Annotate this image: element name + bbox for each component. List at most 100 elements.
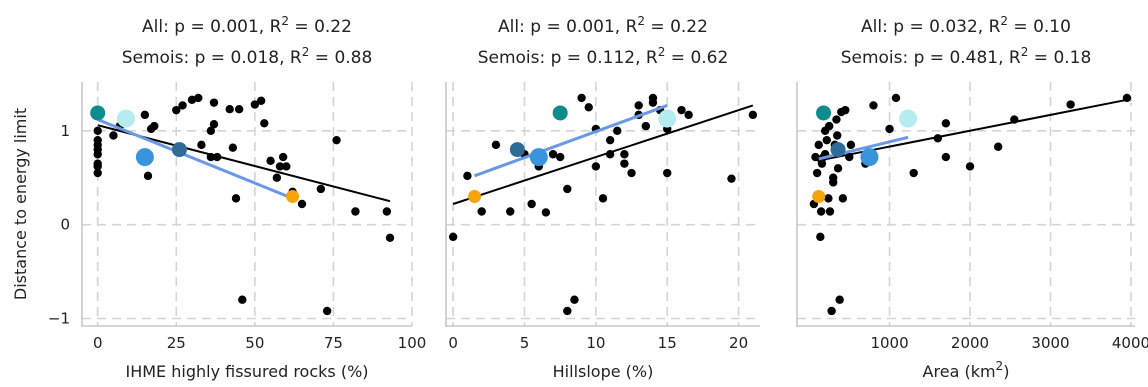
semois-point-0: [816, 105, 832, 121]
all-point-31: [891, 93, 901, 103]
all-point-19: [832, 115, 841, 124]
all-point-3: [491, 140, 501, 150]
all-point-22: [835, 295, 844, 304]
panel-fissured-rocks: 0 25 50 75 100 −1 0 1 All: p = 0.001, R2 = 0.22 S…: [48, 14, 426, 381]
all-point-2: [477, 207, 486, 216]
x-tick-label-3: 4000: [1112, 334, 1148, 352]
all-point-28: [238, 295, 247, 304]
all-point-6: [93, 135, 102, 145]
all-point-14: [172, 105, 181, 115]
all-point-4: [816, 232, 825, 242]
y-axis-label: Distance to energy limit: [11, 108, 30, 300]
all-point-6: [527, 199, 536, 209]
all-point-25: [841, 105, 850, 115]
all-point-27: [641, 121, 651, 131]
all-point-30: [885, 124, 894, 134]
all-point-21: [833, 164, 843, 173]
all-point-18: [598, 194, 608, 203]
x-tick-label-2: 50: [245, 334, 264, 352]
all-point-26: [634, 101, 643, 110]
all-point-36: [965, 162, 975, 171]
all-point-19: [605, 150, 615, 159]
all-point-29: [869, 101, 878, 110]
x-tick-label-2: 3000: [1031, 334, 1069, 352]
semois-point-2: [860, 148, 879, 167]
semois-point-1: [658, 109, 677, 128]
all-point-26: [845, 152, 854, 162]
semois-point-0: [552, 105, 568, 121]
x-axis-label: IHME highly fissured rocks (%): [125, 362, 368, 381]
all-point-31: [260, 119, 269, 128]
all-point-35: [727, 174, 736, 183]
y-tick-label-1: 0: [60, 216, 70, 234]
x-tick-label-4: 100: [398, 334, 427, 352]
all-point-32: [266, 156, 275, 166]
y-axis-label-group: Distance to energy limit: [11, 108, 30, 300]
x-tick-label-0: 0: [448, 334, 458, 352]
all-point-32: [663, 168, 672, 178]
panel-hillslope: 0 5 10 15 20 All: p = 0.001, R2 = 0.22 Semois:…: [445, 14, 760, 381]
semois-point-3: [509, 142, 525, 158]
all-point-20: [605, 135, 615, 145]
all-point-38: [1010, 115, 1019, 124]
all-point-2: [812, 168, 822, 178]
all-point-8: [109, 131, 118, 140]
x-tick-label-1: 2000: [951, 334, 989, 352]
all-point-40: [1122, 93, 1132, 103]
all-point-38: [297, 199, 307, 209]
all-point-1: [463, 171, 472, 181]
semois-point-3: [830, 142, 846, 158]
all-point-11: [563, 306, 572, 316]
x-tick-label-3: 15: [658, 334, 677, 352]
x-tick-label-0: 1000: [870, 334, 908, 352]
title-line-2: Semois: p = 0.112, R2 = 0.62: [478, 45, 729, 68]
semois-fit-line: [97, 118, 294, 200]
all-point-26: [231, 194, 241, 203]
all-point-24: [627, 168, 636, 178]
all-point-12: [563, 184, 572, 194]
all-point-39: [1066, 100, 1075, 109]
all-point-17: [591, 162, 601, 171]
title-line-1: All: p = 0.001, R2 = 0.22: [142, 14, 352, 37]
all-point-42: [351, 207, 360, 216]
all-point-19: [206, 126, 216, 135]
all-point-30: [256, 96, 266, 105]
all-point-44: [385, 233, 395, 242]
all-point-15: [827, 306, 836, 316]
all-point-14: [577, 93, 586, 103]
panel-area: 1000 2000 3000 4000 All: p = 0.032, R2 = 0.1…: [796, 14, 1148, 381]
all-point-21: [209, 120, 219, 129]
semois-point-1: [899, 109, 918, 128]
semois-point-4: [468, 189, 482, 203]
all-point-27: [846, 140, 856, 150]
semois-point-4: [812, 189, 826, 203]
all-point-0: [93, 168, 102, 178]
all-fit-line: [452, 104, 754, 205]
x-tick-label-3: 75: [324, 334, 343, 352]
semois-point-2: [529, 148, 548, 167]
all-point-11: [143, 171, 153, 181]
semois-point-1: [117, 109, 135, 128]
all-point-6: [817, 159, 827, 168]
title-line-1: All: p = 0.032, R2 = 0.10: [861, 14, 1071, 37]
all-point-17: [829, 178, 838, 187]
all-point-7: [93, 126, 102, 135]
semois-point-2: [135, 148, 154, 167]
x-tick-label-1: 5: [520, 334, 530, 352]
all-point-11: [822, 135, 831, 145]
x-tick-label-0: 0: [93, 334, 103, 352]
all-point-41: [332, 135, 341, 145]
x-axis-label: Hillslope (%): [553, 362, 654, 381]
all-point-10: [140, 110, 150, 120]
all-point-3: [814, 140, 823, 150]
all-point-20: [833, 131, 842, 140]
all-point-13: [150, 121, 159, 131]
all-point-35: [941, 152, 951, 162]
all-point-14: [825, 207, 835, 216]
all-point-22: [209, 98, 219, 107]
all-point-34: [941, 119, 951, 128]
all-point-20: [206, 152, 216, 162]
all-point-34: [275, 162, 285, 171]
title-line-2: Semois: p = 0.018, R2 = 0.88: [122, 45, 373, 68]
